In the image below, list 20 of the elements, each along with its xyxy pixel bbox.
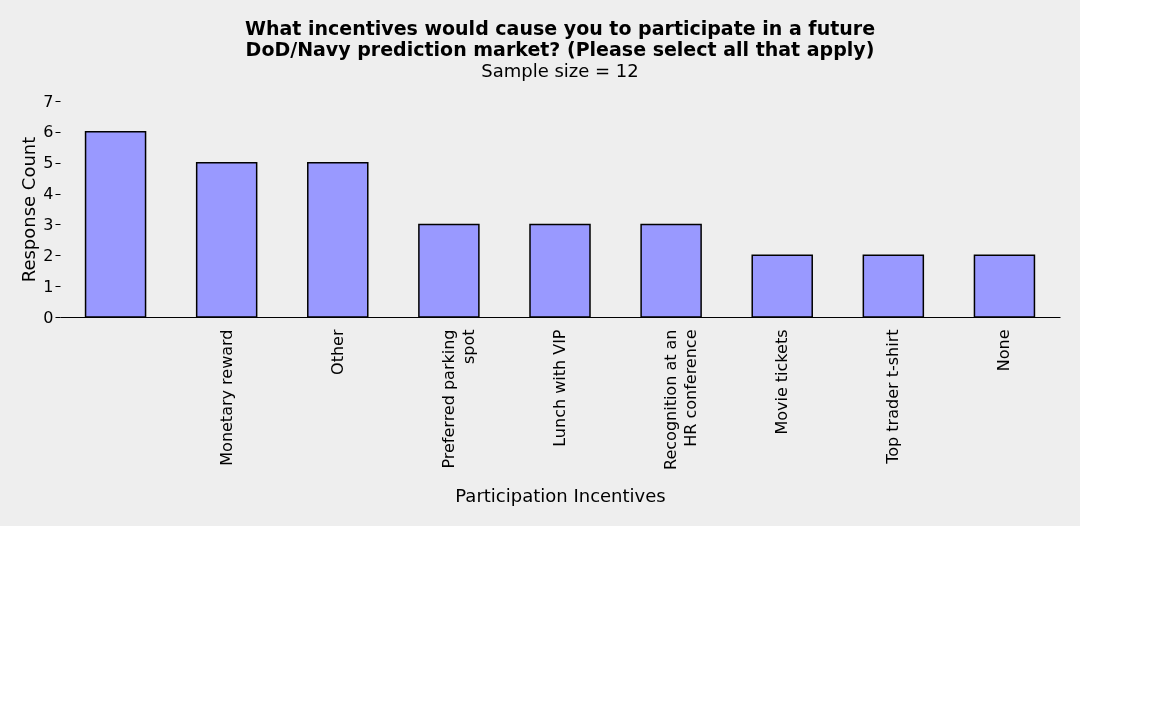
y-tick-label: 5 [43,153,54,173]
x-tick-label: Movie tickets [772,329,792,435]
x-tick-label: Recognition at an HR conference [661,329,701,470]
y-tick-label: 1 [43,276,54,296]
x-tick-label: Top trader t-shirt [883,329,903,465]
chart-title: What incentives would cause you to participate in a future DoD/Navy prediction market? (Please select all that apply) [244,17,876,60]
y-tick-label: 4 [43,184,54,204]
x-tick-label: Preferred parking spot [438,329,478,469]
x-tick-label: Lunch with VIP [550,329,569,447]
y-tick-label: 7 [43,91,54,111]
x-tick-label: Monetary reward [216,329,236,466]
y-tick-label: 6 [43,122,54,142]
x-tick-label: Other [327,329,347,375]
chart-subtitle: Sample size = 12 [481,60,639,81]
y-tick-label: 2 [43,245,54,265]
y-tick-label: 3 [43,214,54,234]
x-axis-title: Participation Incentives [455,484,666,506]
x-tick-label: None [994,329,1014,372]
y-axis-title: Response Count [18,136,40,283]
y-tick-label: 0 [43,307,54,327]
